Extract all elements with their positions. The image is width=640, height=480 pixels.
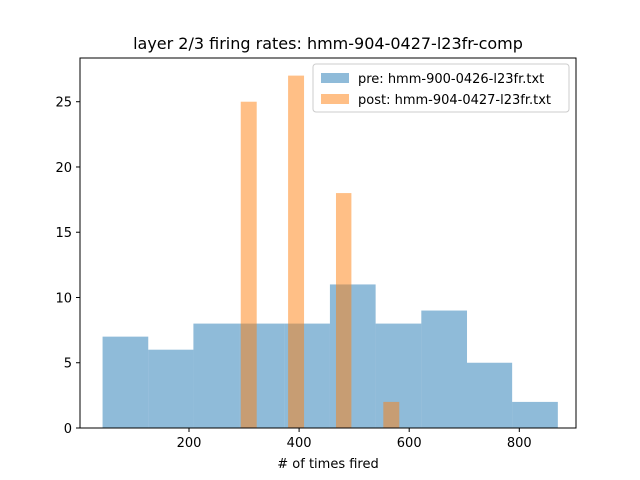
x-tick-label-3: 800 xyxy=(507,436,532,451)
bar-0-8 xyxy=(467,362,513,428)
legend-swatch-1 xyxy=(321,94,349,104)
bar-1-6 xyxy=(335,193,352,428)
y-tick-label-4: 20 xyxy=(55,161,72,176)
bar-0-9 xyxy=(512,401,558,428)
legend: pre: hmm-900-0426-l23fr.txt post: hmm-904… xyxy=(312,63,570,113)
axes-frame xyxy=(79,57,577,429)
y-tick-label-0: 0 xyxy=(64,422,72,437)
y-tick-label-5: 25 xyxy=(55,96,72,111)
legend-box xyxy=(312,63,570,113)
legend-swatch-0 xyxy=(321,73,349,83)
x-tick-label-1: 400 xyxy=(287,436,312,451)
chart-title: layer 2/3 firing rates: hmm-904-0427-l23… xyxy=(133,34,523,53)
series-0 xyxy=(102,284,558,428)
x-axis: 200 400 600 800 xyxy=(177,428,532,451)
bar-0-0 xyxy=(102,336,149,428)
x-axis-label: # of times fired xyxy=(277,457,378,472)
y-tick-label-2: 10 xyxy=(55,291,72,306)
bar-0-7 xyxy=(421,310,468,428)
x-tick-label-2: 600 xyxy=(397,436,422,451)
bar-0-1 xyxy=(148,349,194,428)
series-1 xyxy=(240,75,400,428)
y-axis: 0 5 10 15 20 25 xyxy=(55,96,80,437)
bar-0-2 xyxy=(193,323,240,428)
bar-1-0 xyxy=(240,101,257,428)
y-tick-label-3: 15 xyxy=(55,226,72,241)
x-tick-label-0: 200 xyxy=(177,436,202,451)
bar-1-3 xyxy=(288,75,305,428)
y-tick-label-1: 5 xyxy=(64,357,72,372)
legend-label-0: pre: hmm-900-0426-l23fr.txt xyxy=(358,72,544,87)
plot-area xyxy=(79,57,577,429)
legend-label-1: post: hmm-904-0427-l23fr.txt xyxy=(358,93,551,108)
bar-1-9 xyxy=(383,401,400,428)
